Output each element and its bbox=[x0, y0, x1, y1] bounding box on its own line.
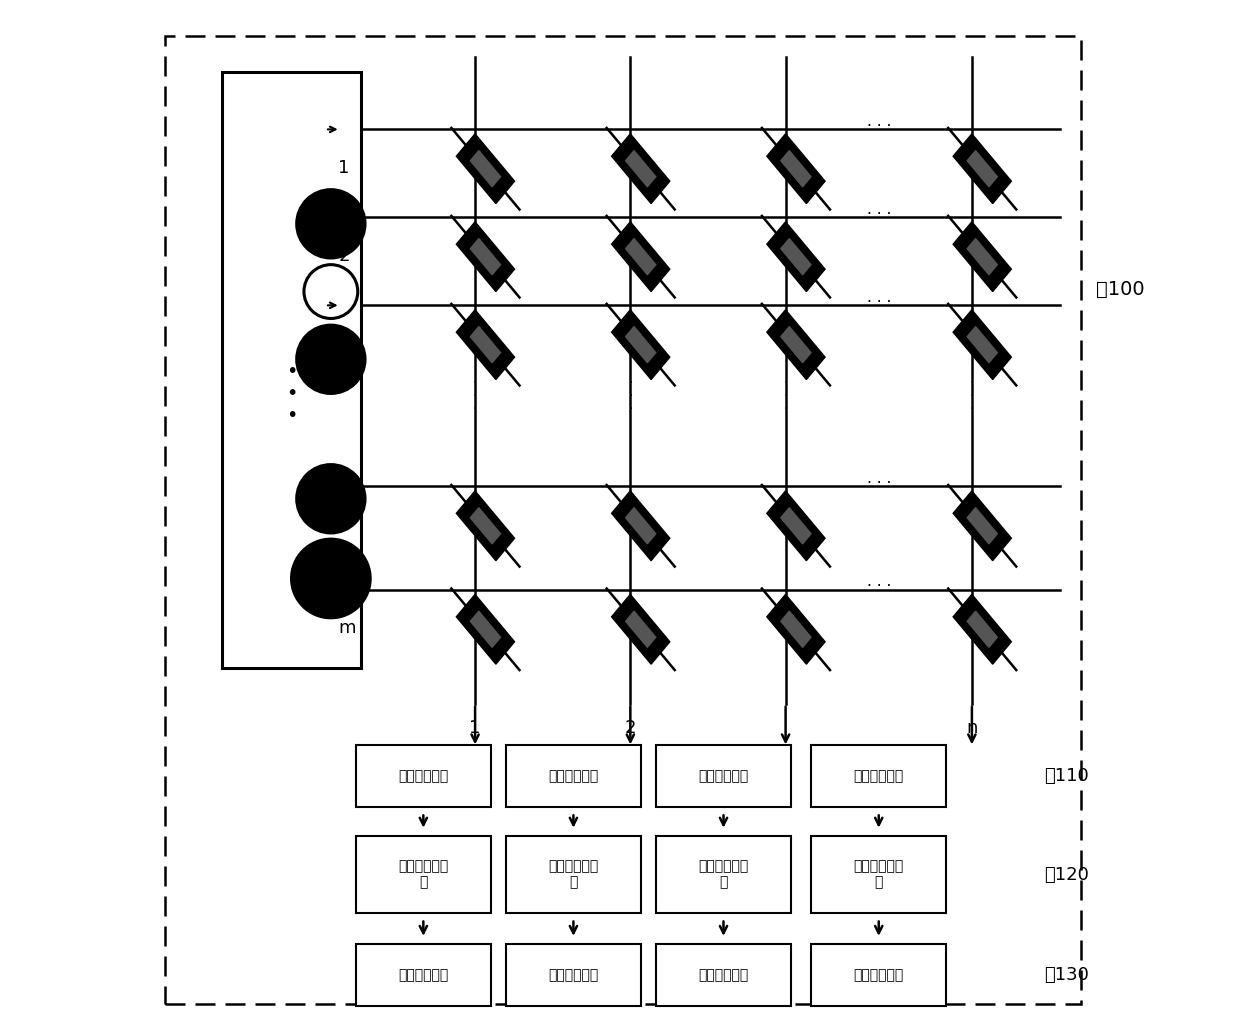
Text: •
•
•: • • • bbox=[286, 362, 298, 424]
Polygon shape bbox=[967, 508, 997, 543]
Polygon shape bbox=[954, 491, 1012, 561]
Polygon shape bbox=[626, 612, 656, 647]
Text: · · ·: · · · bbox=[867, 580, 890, 594]
Text: 1: 1 bbox=[339, 158, 350, 177]
Text: n: n bbox=[966, 719, 977, 737]
Polygon shape bbox=[456, 309, 515, 380]
Bar bbox=[506, 836, 641, 914]
Polygon shape bbox=[470, 239, 501, 274]
Polygon shape bbox=[611, 491, 670, 561]
Text: ·
·
·: · · · bbox=[472, 376, 477, 416]
Bar bbox=[656, 944, 791, 1006]
Bar bbox=[506, 745, 641, 807]
Bar bbox=[656, 836, 791, 914]
Polygon shape bbox=[954, 221, 1012, 292]
Text: 第一补偿模块: 第一补偿模块 bbox=[398, 968, 449, 982]
Text: ·
·
·: · · · bbox=[629, 376, 632, 416]
Text: ～130: ～130 bbox=[1044, 966, 1089, 984]
Text: · · ·: · · · bbox=[867, 295, 890, 309]
Bar bbox=[165, 36, 1080, 1004]
Polygon shape bbox=[967, 151, 997, 186]
Polygon shape bbox=[766, 491, 825, 561]
Bar bbox=[356, 836, 491, 914]
Polygon shape bbox=[954, 134, 1012, 204]
Bar bbox=[506, 944, 641, 1006]
Text: 1: 1 bbox=[470, 719, 481, 737]
Text: ～110: ～110 bbox=[1044, 767, 1089, 786]
Text: · · ·: · · · bbox=[867, 119, 890, 134]
Text: 第一补偿模块: 第一补偿模块 bbox=[548, 968, 599, 982]
Polygon shape bbox=[967, 612, 997, 647]
Polygon shape bbox=[611, 221, 670, 292]
Polygon shape bbox=[456, 491, 515, 561]
Polygon shape bbox=[954, 594, 1012, 664]
Text: · · ·: · · · bbox=[867, 476, 890, 491]
Text: 2: 2 bbox=[339, 246, 350, 265]
Text: 第一模数转换
器: 第一模数转换 器 bbox=[548, 859, 599, 890]
Polygon shape bbox=[967, 239, 997, 274]
Text: 第一模数转换
器: 第一模数转换 器 bbox=[853, 859, 904, 890]
Text: ～100: ～100 bbox=[1096, 280, 1145, 299]
Polygon shape bbox=[456, 221, 515, 292]
Polygon shape bbox=[470, 612, 501, 647]
Bar bbox=[811, 944, 946, 1006]
Polygon shape bbox=[626, 239, 656, 274]
Bar bbox=[356, 944, 491, 1006]
Bar bbox=[811, 745, 946, 807]
Polygon shape bbox=[781, 239, 811, 274]
Polygon shape bbox=[766, 594, 825, 664]
Bar bbox=[656, 745, 791, 807]
Polygon shape bbox=[766, 221, 825, 292]
Polygon shape bbox=[626, 508, 656, 543]
Text: ～120: ～120 bbox=[1044, 865, 1089, 884]
Text: 第一转换电路: 第一转换电路 bbox=[853, 769, 904, 783]
Bar bbox=[356, 745, 491, 807]
Text: m: m bbox=[339, 619, 356, 638]
Bar bbox=[222, 72, 361, 668]
Text: 第一补偿模块: 第一补偿模块 bbox=[853, 968, 904, 982]
Text: 2: 2 bbox=[625, 719, 636, 737]
Polygon shape bbox=[967, 327, 997, 362]
Polygon shape bbox=[766, 309, 825, 380]
Polygon shape bbox=[470, 327, 501, 362]
Text: 第一转换电路: 第一转换电路 bbox=[548, 769, 599, 783]
Text: 第一转换电路: 第一转换电路 bbox=[698, 769, 749, 783]
Text: · · ·: · · · bbox=[867, 207, 890, 221]
Polygon shape bbox=[456, 134, 515, 204]
Text: ·
·
·: · · · bbox=[970, 376, 975, 416]
Polygon shape bbox=[626, 151, 656, 186]
Polygon shape bbox=[611, 594, 670, 664]
Polygon shape bbox=[954, 309, 1012, 380]
Text: 第一模数转换
器: 第一模数转换 器 bbox=[698, 859, 749, 890]
Polygon shape bbox=[781, 508, 811, 543]
Polygon shape bbox=[611, 309, 670, 380]
Text: ·
·
·: · · · bbox=[784, 376, 787, 416]
Polygon shape bbox=[456, 594, 515, 664]
Polygon shape bbox=[470, 151, 501, 186]
Polygon shape bbox=[470, 508, 501, 543]
Polygon shape bbox=[766, 134, 825, 204]
Text: 第一转换电路: 第一转换电路 bbox=[398, 769, 449, 783]
Polygon shape bbox=[781, 151, 811, 186]
Polygon shape bbox=[626, 327, 656, 362]
Text: 第一模数转换
器: 第一模数转换 器 bbox=[398, 859, 449, 890]
Polygon shape bbox=[781, 327, 811, 362]
Polygon shape bbox=[781, 612, 811, 647]
Text: 第一补偿模块: 第一补偿模块 bbox=[698, 968, 749, 982]
Bar bbox=[811, 836, 946, 914]
Polygon shape bbox=[611, 134, 670, 204]
